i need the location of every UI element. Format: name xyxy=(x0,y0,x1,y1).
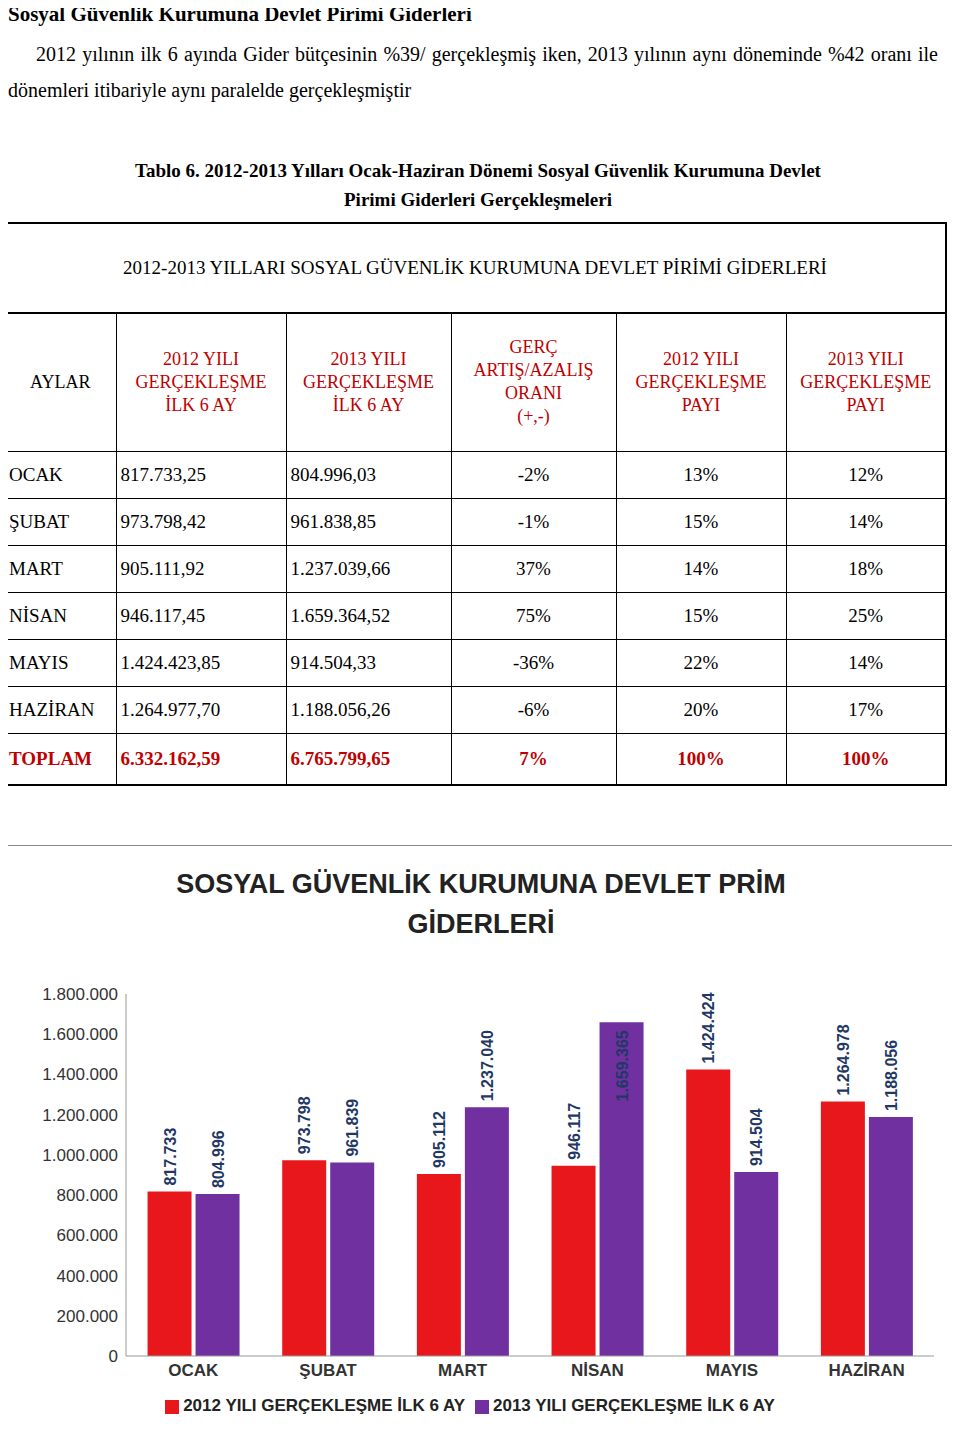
html-text:100%: 100% xyxy=(677,747,725,769)
html-text:-2%: -2% xyxy=(517,464,550,485)
html-text:TOPLAM: TOPLAM xyxy=(9,747,92,769)
svg-text:800.000: 800.000 xyxy=(57,1186,118,1205)
svg-text:1.188.056: 1.188.056 xyxy=(883,1040,900,1111)
html-text:15%: 15% xyxy=(683,511,719,532)
html-text:75%: 75% xyxy=(516,605,551,626)
html-text:14%: 14% xyxy=(848,652,884,673)
html-text:1.424.423,85: 1.424.423,85 xyxy=(120,652,221,673)
html-text:100%: 100% xyxy=(842,747,890,769)
html-text:7%: 7% xyxy=(519,747,548,769)
svg-text:MAYIS: MAYIS xyxy=(706,1361,758,1380)
html-text:804.996,03: 804.996,03 xyxy=(290,464,376,485)
html-text:SOSYAL GÜVENLİK KURUMUNA DEVLE: SOSYAL GÜVENLİK KURUMUNA DEVLET PRİM GİD… xyxy=(176,869,786,939)
html-text:2012 YILI GERÇEKLEŞME İLK 6 AY: 2012 YILI GERÇEKLEŞME İLK 6 AY xyxy=(183,1396,465,1415)
svg-text:200.000: 200.000 xyxy=(57,1307,118,1326)
svg-text:905.112: 905.112 xyxy=(431,1111,448,1168)
svg-text:817.733: 817.733 xyxy=(162,1128,179,1186)
svg-text:1.424.424: 1.424.424 xyxy=(700,992,717,1063)
svg-text:1.659.365: 1.659.365 xyxy=(614,1030,631,1101)
html-text:12%: 12% xyxy=(848,464,884,485)
html-text:905.111,92: 905.111,92 xyxy=(120,558,205,579)
svg-text:MART: MART xyxy=(438,1361,488,1380)
html-text:946.117,45: 946.117,45 xyxy=(120,605,206,626)
html-text:22%: 22% xyxy=(683,652,719,673)
html-text:817.733,25: 817.733,25 xyxy=(120,464,206,485)
svg-text:1.000.000: 1.000.000 xyxy=(42,1146,118,1165)
svg-text:1.600.000: 1.600.000 xyxy=(42,1025,118,1044)
html-text:2013 YILI GERÇEKLEŞME PAYI: 2013 YILI GERÇEKLEŞME PAYI xyxy=(800,348,932,415)
svg-text:961.839: 961.839 xyxy=(344,1099,361,1157)
svg-text:0: 0 xyxy=(109,1347,118,1366)
html-text:18%: 18% xyxy=(848,558,884,579)
html-text:20%: 20% xyxy=(683,699,719,720)
svg-text:1.800.000: 1.800.000 xyxy=(42,985,118,1004)
html-text:1.188.056,26: 1.188.056,26 xyxy=(290,699,391,720)
html-text:914.504,33: 914.504,33 xyxy=(290,652,376,673)
html-text:ŞUBAT: ŞUBAT xyxy=(9,511,70,532)
svg-text:ŞUBAT: ŞUBAT xyxy=(299,1361,357,1380)
html-text:MAYIS: MAYIS xyxy=(9,652,69,673)
svg-text:804.996: 804.996 xyxy=(210,1130,227,1188)
html-text:AYLAR: AYLAR xyxy=(30,371,91,392)
html-text:2012 YILI GERÇEKLEŞME PAYI: 2012 YILI GERÇEKLEŞME PAYI xyxy=(635,348,767,415)
svg-text:973.798: 973.798 xyxy=(296,1096,313,1154)
html-text:961.838,85: 961.838,85 xyxy=(290,511,376,532)
html-text:2013 YILI GERÇEKLEŞME İLK 6 AY: 2013 YILI GERÇEKLEŞME İLK 6 AY xyxy=(493,1396,775,1415)
html-text:17%: 17% xyxy=(848,699,884,720)
html-text:1.237.039,66: 1.237.039,66 xyxy=(290,558,391,579)
html-text:-6%: -6% xyxy=(517,699,550,720)
html-text:14%: 14% xyxy=(683,558,719,579)
html-text:14%: 14% xyxy=(848,511,884,532)
html-text:6.765.799,65: 6.765.799,65 xyxy=(290,747,391,769)
html-text:MART: MART xyxy=(9,558,63,579)
html-text:2012 yılının ilk 6 ayında Gide: 2012 yılının ilk 6 ayında Gider bütçesin… xyxy=(8,43,938,101)
html-text:OCAK: OCAK xyxy=(9,464,63,485)
html-text:Sosyal Güvenlik Kurumuna Devle: Sosyal Güvenlik Kurumuna Devlet Pirimi G… xyxy=(8,2,472,26)
html-text:-1%: -1% xyxy=(517,511,550,532)
html-text:973.798,42: 973.798,42 xyxy=(120,511,206,532)
svg-text:1.400.000: 1.400.000 xyxy=(42,1065,118,1084)
svg-text:1.237.040: 1.237.040 xyxy=(479,1030,496,1101)
svg-text:946.117: 946.117 xyxy=(566,1103,583,1160)
svg-text:914.504: 914.504 xyxy=(748,1108,765,1166)
svg-text:NİSAN: NİSAN xyxy=(571,1361,624,1380)
svg-text:600.000: 600.000 xyxy=(57,1226,118,1245)
svg-text:OCAK: OCAK xyxy=(168,1361,219,1380)
html-text:2013 YILI GERÇEKLEŞME İLK 6 AY: 2013 YILI GERÇEKLEŞME İLK 6 AY xyxy=(303,348,434,415)
html-text:15%: 15% xyxy=(683,605,719,626)
html-text:2012-2013 YILLARI SOSYAL GÜVEN: 2012-2013 YILLARI SOSYAL GÜVENLİK KURUMU… xyxy=(123,257,827,278)
html-text:1.659.364,52: 1.659.364,52 xyxy=(290,605,391,626)
html-text:Tablo 6. 2012-2013 Yılları Oca: Tablo 6. 2012-2013 Yılları Ocak-Haziran … xyxy=(135,160,821,210)
html-text:1.264.977,70: 1.264.977,70 xyxy=(120,699,221,720)
html-text:37%: 37% xyxy=(516,558,551,579)
html-text:6.332.162,59: 6.332.162,59 xyxy=(120,747,221,769)
html-text:2012 YILI GERÇEKLEŞME İLK 6 AY: 2012 YILI GERÇEKLEŞME İLK 6 AY xyxy=(135,348,267,415)
svg-text:1.200.000: 1.200.000 xyxy=(42,1106,118,1125)
html-text:HAZİRAN: HAZİRAN xyxy=(9,699,95,720)
html-text:25%: 25% xyxy=(848,605,884,626)
svg-text:1.264.978: 1.264.978 xyxy=(835,1024,852,1095)
html-text:-36%: -36% xyxy=(512,652,555,673)
svg-text:400.000: 400.000 xyxy=(57,1267,118,1286)
html-text:13%: 13% xyxy=(683,464,719,485)
html-text:GERÇ ARTIŞ/AZALIŞ ORANI (+,-): GERÇ ARTIŞ/AZALIŞ ORANI (+,-) xyxy=(473,337,594,427)
html-text:NİSAN: NİSAN xyxy=(9,605,68,626)
svg-text:HAZİRAN: HAZİRAN xyxy=(828,1361,905,1380)
